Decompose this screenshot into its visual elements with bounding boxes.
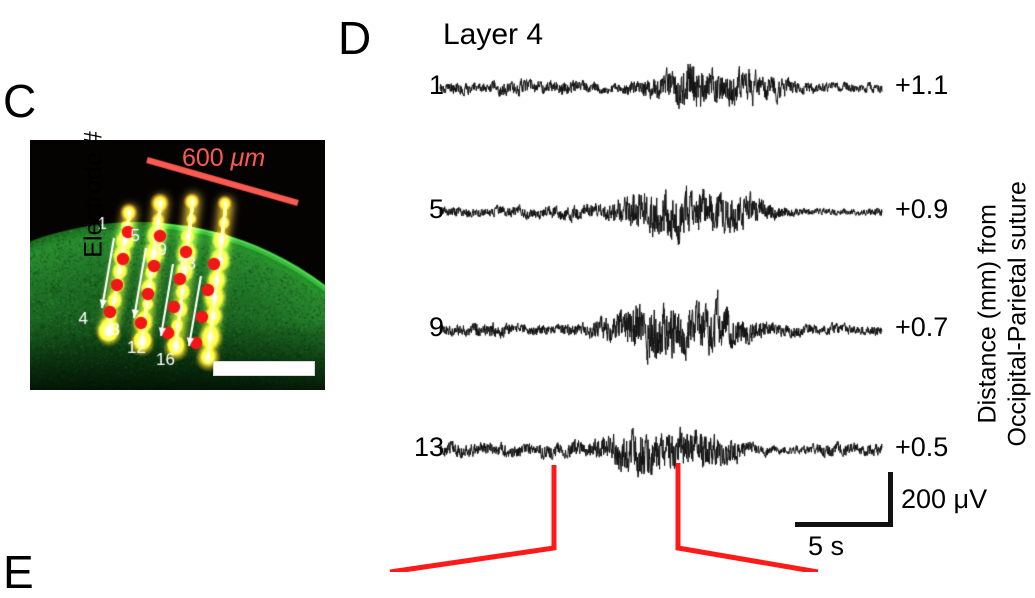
trace-label-1: 1 [428, 70, 444, 100]
panel-c-letter: C [3, 75, 37, 127]
histology-scale-unit: μm [230, 144, 266, 172]
distance-label-13: +0.5 [895, 432, 949, 462]
time-scale-label: 5 s [808, 531, 845, 561]
distance-label-1: +1.1 [895, 70, 949, 100]
right-callout [675, 463, 819, 572]
voltage-scale-label: 200 μV [901, 484, 988, 514]
histology-scale-text: 600 μm [182, 144, 265, 173]
distance-axis-label-line2: Occipital-Parietal suture [1003, 181, 1032, 447]
distance-label-5: +0.9 [895, 194, 949, 224]
trace-label-9: 9 [428, 312, 444, 342]
distance-axis-label-line1: Distance (mm) from [973, 204, 1002, 424]
trace-label-5: 5 [428, 194, 444, 224]
voltage-scale-bar [888, 472, 893, 527]
trace-label-13: 13 [413, 432, 444, 462]
histology-image: 600 μm [30, 140, 325, 390]
histology-canvas [30, 140, 325, 390]
histology-scale-bar [213, 361, 315, 376]
left-callout [389, 465, 557, 572]
time-scale-bar [795, 522, 893, 527]
layer-4-label: Layer 4 [443, 18, 544, 51]
histology-scale-number: 600 [182, 144, 224, 172]
distance-label-9: +0.7 [895, 312, 949, 342]
panel-e-letter: E [3, 546, 34, 598]
electrode-axis-label: Electrode # [79, 131, 108, 258]
panel-d-letter: D [338, 12, 372, 64]
